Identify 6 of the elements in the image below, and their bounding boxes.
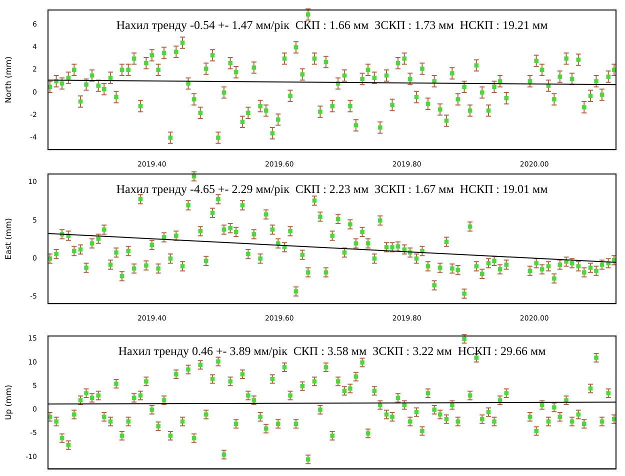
annotation: Нахил тренду -0.54 +- 1.47 мм/рік СКП : 1.66 мм ЗСКП : 1.73 мм НСКП : 19.21 мм — [116, 18, 548, 32]
annotation: Нахил тренду 0.46 +- 3.89 мм/рік СКП : 3.58 мм ЗСКП : 3.22 мм НСКП : 29.66 мм — [118, 344, 546, 358]
y-axis-title: Up (mm) — [4, 384, 13, 420]
y-axis-title: North (mm) — [4, 56, 13, 104]
annotation: Нахил тренду -4.65 +- 2.29 мм/рік СКП : 2.23 мм ЗСКП : 1.67 мм НСКП : 19.01 мм — [116, 182, 548, 196]
y-axis-title: East (mm) — [4, 218, 13, 260]
